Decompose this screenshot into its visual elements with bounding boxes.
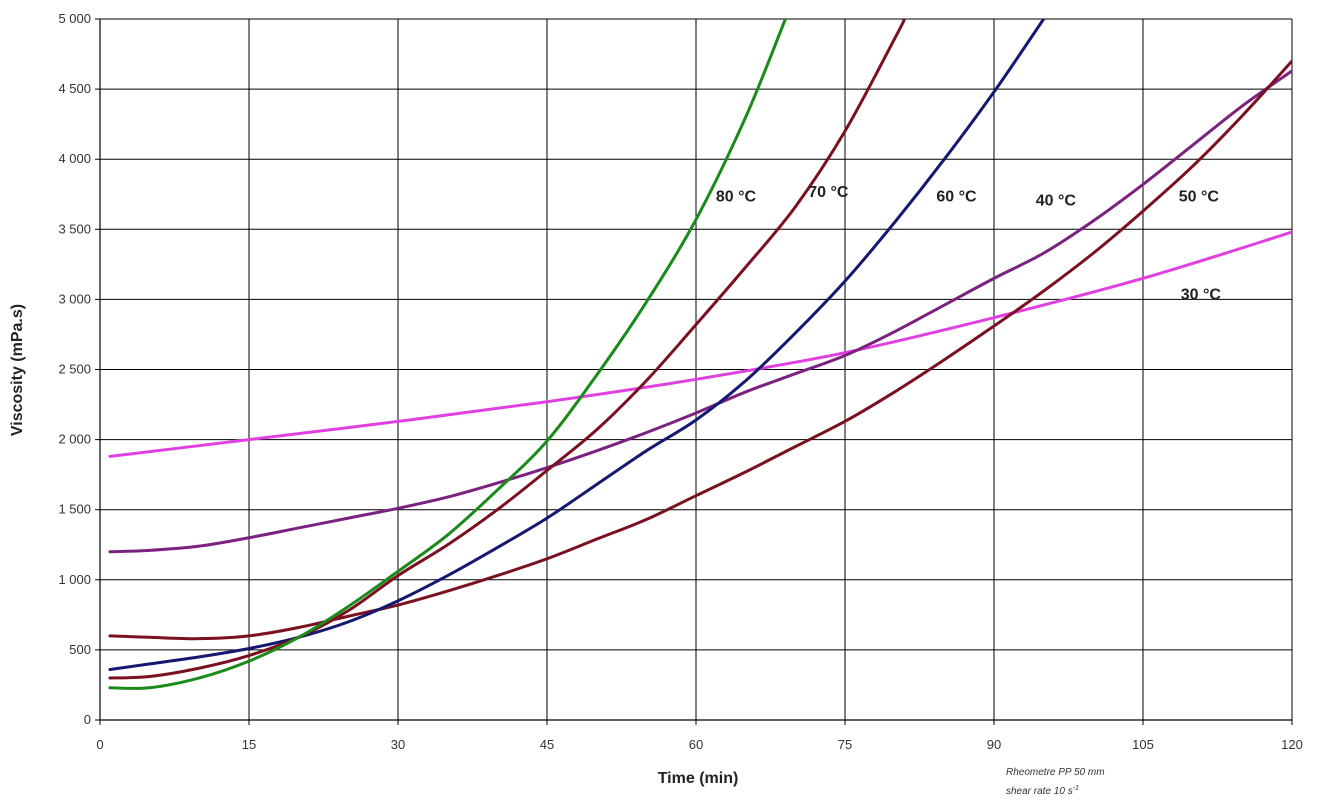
instrument-note-line2-text: shear rate 10 s bbox=[1006, 786, 1073, 797]
y-tick-label: 3 500 bbox=[58, 221, 91, 236]
series-labels: 80 °C 70 °C 60 °C 40 °C 50 °C 30 °C bbox=[716, 184, 1222, 303]
x-tick-label: 0 bbox=[96, 737, 103, 752]
series-line-30c bbox=[108, 230, 1292, 458]
x-tick-label: 105 bbox=[1132, 737, 1154, 752]
y-axis-title: Viscosity (mPa.s) bbox=[9, 304, 26, 436]
series-label-80c: 80 °C bbox=[716, 188, 757, 205]
series-lines bbox=[108, 19, 1292, 690]
x-tick-label: 90 bbox=[987, 737, 1001, 752]
series-label-50c: 50 °C bbox=[1179, 188, 1220, 205]
y-tick-labels: 0 500 1 000 1 500 2 000 2 500 3 000 3 500 4 000 4… bbox=[58, 11, 91, 727]
y-tick-label: 3 000 bbox=[58, 291, 91, 306]
series-line-60c bbox=[108, 19, 1046, 672]
axes bbox=[95, 18, 1293, 725]
x-tick-label: 120 bbox=[1281, 737, 1303, 752]
series-label-70c: 70 °C bbox=[808, 184, 849, 201]
instrument-note-line1: Rheometre PP 50 mm bbox=[1006, 767, 1105, 778]
series-label-30c: 30 °C bbox=[1181, 286, 1222, 303]
y-tick-label: 0 bbox=[84, 712, 91, 727]
series-line-50c bbox=[108, 59, 1292, 641]
series-line-80c bbox=[108, 19, 787, 690]
x-tick-label: 45 bbox=[540, 737, 554, 752]
x-tick-label: 60 bbox=[689, 737, 703, 752]
grid-lines bbox=[99, 18, 1293, 721]
x-tick-label: 15 bbox=[242, 737, 256, 752]
y-tick-label: 4 000 bbox=[58, 151, 91, 166]
y-tick-label: 500 bbox=[69, 642, 91, 657]
x-axis-title: Time (min) bbox=[658, 770, 739, 787]
y-tick-label: 1 500 bbox=[58, 502, 91, 517]
series-line-70c bbox=[108, 19, 907, 680]
x-tick-label: 30 bbox=[391, 737, 405, 752]
series-label-60c: 60 °C bbox=[936, 188, 977, 205]
series-line-40c bbox=[108, 69, 1292, 554]
instrument-note-line2: shear rate 10 s-1 bbox=[1006, 785, 1079, 797]
x-tick-labels: 0 15 30 45 60 75 90 105 120 bbox=[96, 737, 1302, 752]
y-tick-label: 2 000 bbox=[58, 432, 91, 447]
x-tick-label: 75 bbox=[838, 737, 852, 752]
y-tick-label: 4 500 bbox=[58, 81, 91, 96]
y-tick-label: 5 000 bbox=[58, 11, 91, 26]
series-label-40c: 40 °C bbox=[1036, 192, 1077, 209]
y-tick-label: 2 500 bbox=[58, 362, 91, 377]
y-tick-label: 1 000 bbox=[58, 572, 91, 587]
instrument-note-line2-sup: -1 bbox=[1073, 785, 1079, 792]
